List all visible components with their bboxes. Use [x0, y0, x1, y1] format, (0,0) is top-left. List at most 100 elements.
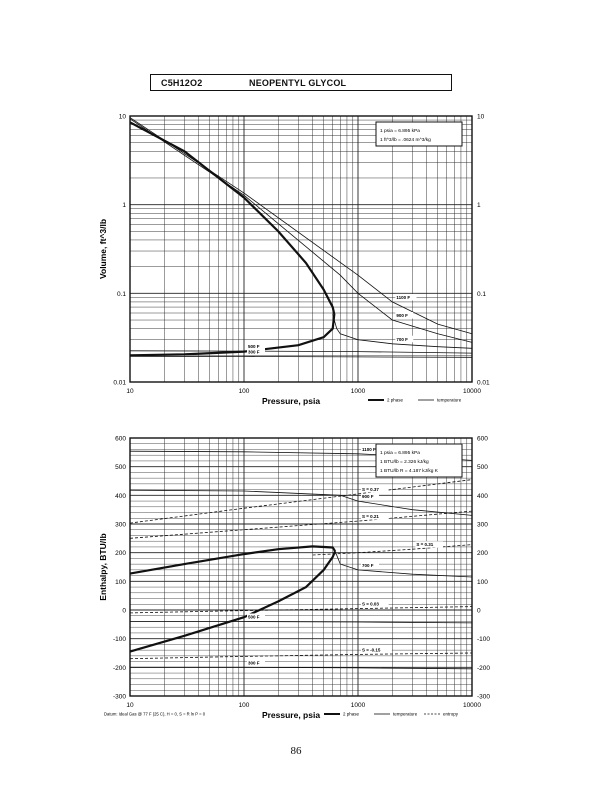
y-tick-label-right: -300: [477, 694, 490, 701]
x-tick-label: 1000: [351, 388, 366, 395]
x-axis-title: Pressure, psia: [262, 710, 320, 720]
x-tick-label: 10000: [463, 388, 481, 395]
y-tick-label-left: 10: [119, 114, 127, 121]
y-tick-label-left: 0.1: [117, 291, 126, 298]
y-tick-label-left: 500: [115, 464, 126, 471]
info-box-line: 1 BTU/lb = 2.326 kJ/kg: [380, 459, 429, 465]
info-box-line: 1 psia = 6.895 kPa: [380, 128, 420, 134]
series-label-bg: [361, 513, 389, 520]
series-label-bg: [395, 312, 414, 319]
series-label: 700 F: [362, 563, 374, 568]
series-line-5: [129, 355, 473, 358]
series-line-4: [129, 350, 473, 354]
y-tick-label-left: -200: [113, 665, 126, 672]
legend-label: temperature: [437, 398, 462, 403]
series-label-bg: [361, 646, 392, 653]
y-tick-label-left: 100: [115, 579, 126, 586]
y-tick-label-left: -100: [113, 636, 126, 643]
y-tick-label-left: 0.01: [113, 380, 126, 387]
series-line-11: [129, 652, 473, 660]
y-tick-label-right: 200: [477, 550, 488, 557]
series-line-10: [129, 606, 473, 614]
series-label: 900 F: [362, 494, 374, 499]
series-label-bg: [395, 293, 417, 301]
series-label: 900 F: [396, 313, 408, 318]
series-label: 500 F: [248, 614, 260, 619]
series-line-0: [129, 545, 337, 575]
series-label: 300 F: [248, 349, 260, 354]
y-tick-label-right: 0: [477, 608, 481, 615]
y-tick-label-left: 1: [122, 202, 126, 209]
info-box: [375, 121, 463, 147]
series-label: 500 F: [248, 344, 260, 349]
series-line-4: [334, 551, 473, 578]
info-box: [375, 443, 463, 478]
plot-frame: [129, 437, 473, 697]
series-label-bg: [415, 541, 443, 548]
x-tick-label: 10000: [463, 702, 481, 709]
x-tick-label: 10: [126, 702, 134, 709]
y-tick-label-right: 600: [477, 436, 488, 443]
y-tick-label-right: -200: [477, 665, 490, 672]
series-line-3: [332, 314, 473, 349]
compound-formula: C5H12O2: [161, 77, 203, 88]
series-line-7: [129, 479, 473, 524]
series-line-0: [129, 121, 336, 357]
grid: [129, 116, 472, 383]
y-tick-label-left: 0: [122, 608, 126, 615]
series-label-bg: [395, 335, 414, 343]
y-tick-label-right: 10: [477, 114, 485, 121]
x-tick-label: 100: [239, 702, 250, 709]
series-label-bg: [247, 613, 265, 620]
legend-label: 2 phase: [387, 398, 404, 403]
compound-title-box: C5H12O2 NEOPENTYL GLYCOL: [150, 74, 452, 91]
series-line-8: [129, 510, 473, 539]
series-label-bg: [361, 600, 389, 608]
x-tick-label: 100: [239, 388, 250, 395]
series-label-bg: [361, 445, 383, 453]
series-line-2: [129, 118, 473, 343]
y-tick-label-right: 500: [477, 464, 488, 471]
y-tick-label-right: 100: [477, 579, 488, 586]
y-tick-label-left: 600: [115, 436, 126, 443]
y-tick-label-right: 0.1: [477, 291, 486, 298]
series-label-bg: [247, 659, 265, 666]
y-tick-label-right: 400: [477, 493, 488, 500]
y-tick-label-left: -300: [113, 694, 126, 701]
series-label: S = 0.31: [416, 542, 433, 547]
y-tick-label-right: 0.01: [477, 380, 490, 387]
x-tick-label: 10: [126, 388, 134, 395]
series-label: S = -0.15: [362, 647, 381, 652]
series-line-1: [129, 550, 337, 653]
series-label-bg: [361, 493, 379, 500]
y-axis-title: Volume, ft^3/lb: [98, 219, 108, 279]
series-label-bg: [247, 348, 265, 355]
y-tick-label-right: 300: [477, 522, 488, 529]
plot-frame: [129, 115, 473, 383]
series-label-bg: [247, 343, 265, 350]
datum-footnote: Datum: Ideal Gas @ 77 F (25 C), H = 0, S…: [104, 712, 206, 717]
series-line-9: [312, 544, 473, 556]
series-label: S = 0.37: [362, 487, 379, 492]
series-line-3: [129, 489, 473, 516]
y-tick-label-right: -100: [477, 636, 490, 643]
y-axis-title: Enthalpy, BTU/lb: [98, 533, 108, 600]
legend-label: 2 phase: [343, 712, 360, 717]
info-box-line: 1 psia = 6.895 kPa: [380, 450, 420, 456]
compound-name: NEOPENTYL GLYCOL: [249, 77, 347, 88]
y-tick-label-left: 400: [115, 493, 126, 500]
series-line-1: [129, 117, 473, 335]
legend-label: temperature: [393, 712, 418, 717]
series-label: 1100 F: [362, 447, 376, 452]
series-label: 1100 F: [396, 295, 410, 300]
series-label: S = 0.03: [362, 602, 379, 607]
y-tick-label-left: 200: [115, 550, 126, 557]
y-tick-label-left: 300: [115, 522, 126, 529]
info-box-line: 1 ft^3/lb = .0624 m^3/kg: [380, 137, 431, 143]
page-number: 86: [290, 745, 302, 757]
series-line-5: [130, 621, 473, 624]
series-label: 300 F: [248, 660, 260, 665]
x-tick-label: 1000: [351, 702, 366, 709]
